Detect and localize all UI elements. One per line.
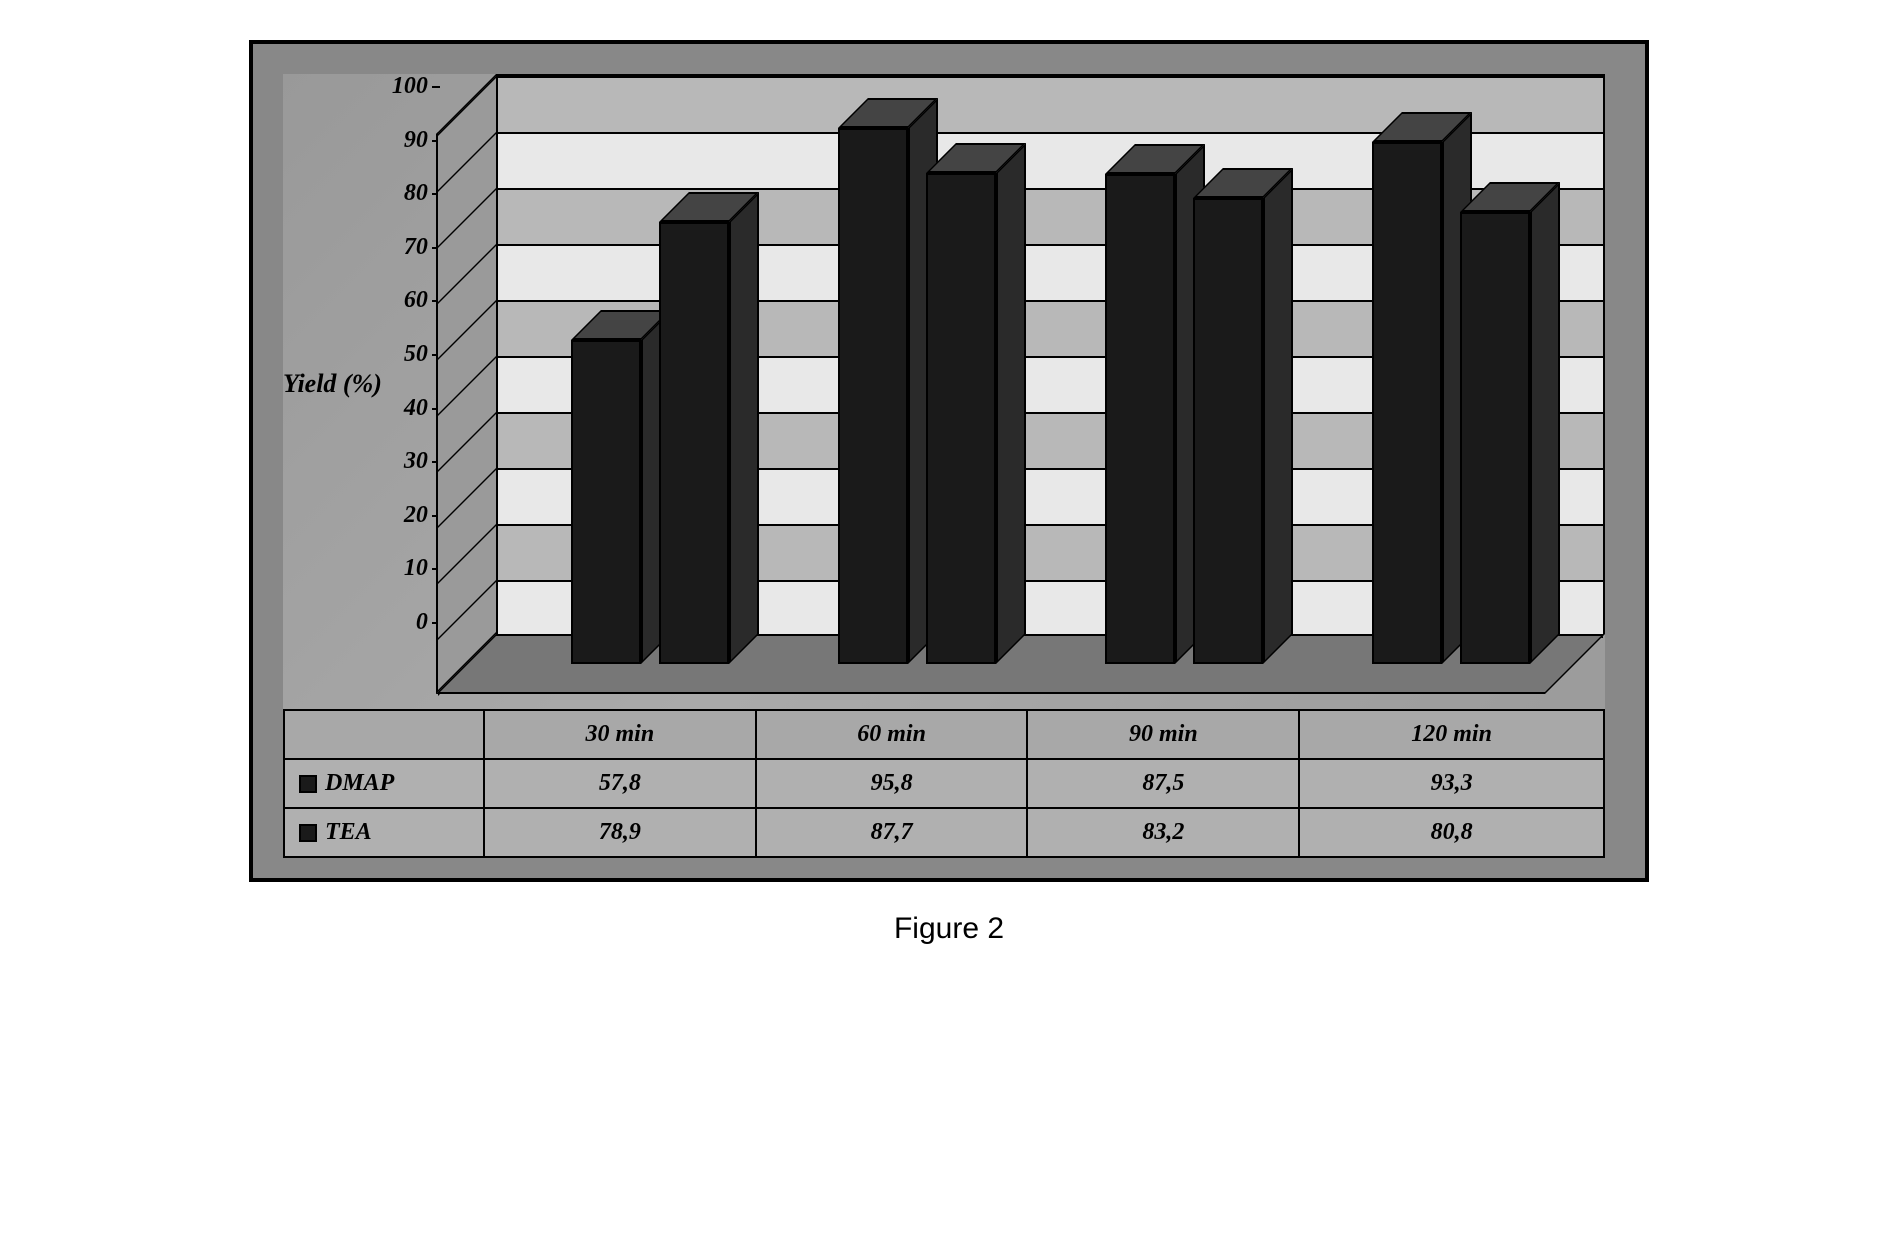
bar-group <box>1105 74 1263 634</box>
series-name: TEA <box>325 819 372 845</box>
gridline-side <box>438 76 496 136</box>
table-cell: 80,8 <box>1299 808 1604 857</box>
bar-side <box>1263 168 1293 664</box>
table-cell: 95,8 <box>756 759 1028 808</box>
legend-swatch-icon <box>299 824 317 842</box>
gridline-side <box>438 132 496 192</box>
data-table: 30 min 60 min 90 min 120 min DMAP 57,8 9… <box>283 709 1605 858</box>
table-cell: 87,7 <box>756 808 1028 857</box>
y-tick-label: 50 <box>404 342 428 366</box>
bar <box>1105 144 1175 634</box>
bar <box>1460 182 1530 634</box>
chart-inner: Yield (%) 1009080706050403020100 30 min … <box>283 74 1605 858</box>
y-tick-label: 0 <box>416 610 428 634</box>
bar <box>1372 112 1442 634</box>
bar-front <box>1372 142 1442 664</box>
gridline-side <box>438 188 496 248</box>
table-category-row: 30 min 60 min 90 min 120 min <box>284 710 1604 759</box>
table-cell: 83,2 <box>1027 808 1299 857</box>
y-axis-label: Yield (%) <box>283 369 382 399</box>
gridline-side <box>438 244 496 304</box>
y-tick-label: 80 <box>404 181 428 205</box>
y-tick-label: 20 <box>404 503 428 527</box>
plot-area <box>436 74 1605 694</box>
table-row: TEA 78,9 87,7 83,2 80,8 <box>284 808 1604 857</box>
y-tick-label: 90 <box>404 128 428 152</box>
bar-front <box>1105 174 1175 664</box>
bar-front <box>1460 212 1530 664</box>
gridline-side <box>438 300 496 360</box>
y-axis-label-wrap: Yield (%) <box>283 74 392 694</box>
bar-front <box>659 222 729 664</box>
gridline-side <box>438 412 496 472</box>
figure-caption: Figure 2 <box>249 912 1649 946</box>
plot-side-wall <box>436 74 496 694</box>
table-col-header: 30 min <box>484 710 756 759</box>
y-tick-label: 100 <box>392 74 428 98</box>
bar <box>659 192 729 634</box>
table-cell: 93,3 <box>1299 759 1604 808</box>
y-tick-label: 30 <box>404 449 428 473</box>
bar-front <box>838 128 908 664</box>
gridline-side <box>438 524 496 584</box>
legend-swatch-icon <box>299 775 317 793</box>
bar <box>571 310 641 634</box>
table-col-header: 60 min <box>756 710 1028 759</box>
table-row-header: DMAP <box>284 759 484 808</box>
bar <box>838 98 908 634</box>
gridline-side <box>438 580 496 640</box>
chart-frame: Yield (%) 1009080706050403020100 30 min … <box>249 40 1649 882</box>
figure-container: Yield (%) 1009080706050403020100 30 min … <box>249 40 1649 946</box>
y-axis: 1009080706050403020100 <box>392 74 436 634</box>
y-tick-label: 10 <box>404 556 428 580</box>
bar-side <box>996 143 1026 664</box>
bars-layer <box>496 74 1605 634</box>
table-cell: 57,8 <box>484 759 756 808</box>
bar <box>1193 168 1263 634</box>
y-tick-label: 40 <box>404 396 428 420</box>
bar-group <box>571 74 729 634</box>
table-col-header: 120 min <box>1299 710 1604 759</box>
y-tick-label: 60 <box>404 288 428 312</box>
chart-area: Yield (%) 1009080706050403020100 <box>283 74 1605 694</box>
table-row: DMAP 57,8 95,8 87,5 93,3 <box>284 759 1604 808</box>
bar-side <box>1530 182 1560 664</box>
bar-side <box>729 192 759 664</box>
table-cell: 87,5 <box>1027 759 1299 808</box>
table-corner-cell <box>284 710 484 759</box>
series-name: DMAP <box>325 770 394 796</box>
y-tick-label: 70 <box>404 235 428 259</box>
table-col-header: 90 min <box>1027 710 1299 759</box>
table-row-header: TEA <box>284 808 484 857</box>
gridline-side <box>438 468 496 528</box>
table-cell: 78,9 <box>484 808 756 857</box>
bar-front <box>926 173 996 664</box>
bar-front <box>1193 198 1263 664</box>
bar-front <box>571 340 641 664</box>
bar <box>926 143 996 634</box>
bar-group <box>838 74 996 634</box>
gridline-side <box>438 356 496 416</box>
bar-group <box>1372 74 1530 634</box>
